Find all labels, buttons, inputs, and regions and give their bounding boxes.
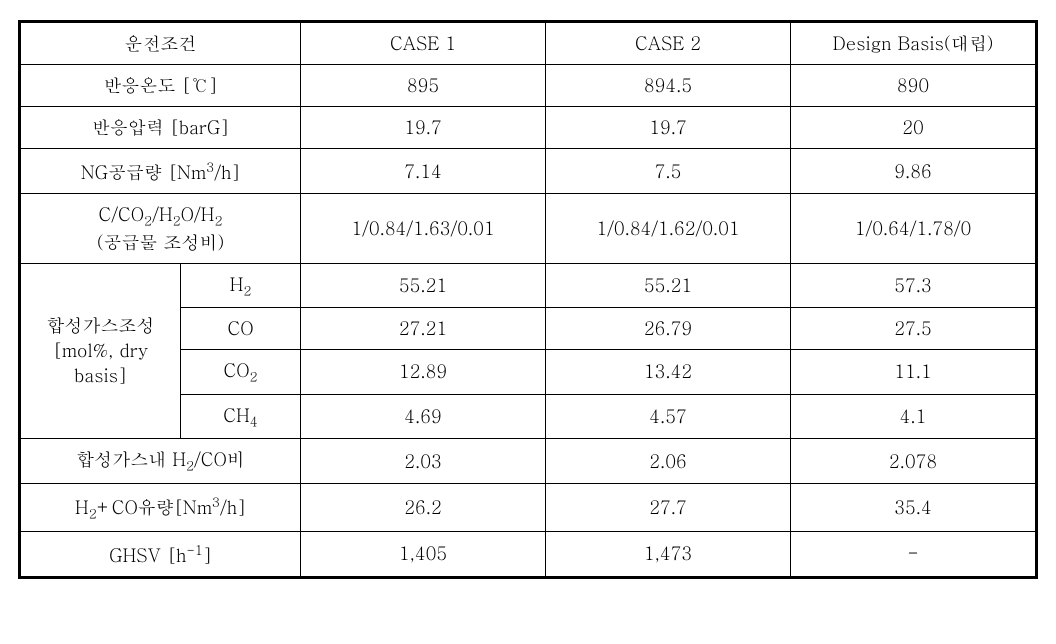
- text: CO: [223, 358, 249, 383]
- text: /h]: [214, 160, 240, 185]
- row-h2co-ratio: 합성가스내 H2/CO비 2.03 2.06 2.078: [21, 439, 1036, 484]
- text: basis]: [74, 363, 127, 388]
- cell: 11.1: [791, 350, 1036, 395]
- text: NG공급량 [Nm: [81, 160, 206, 185]
- label-co: CO: [181, 308, 301, 350]
- label-feed-ratio: C/CO2/H2O/H2 (공급물 조성비): [21, 194, 301, 264]
- row-reaction-temp: 반응온도 [℃] 895 894.5 890: [21, 65, 1036, 107]
- text: CH: [223, 403, 250, 428]
- cell: 2.06: [546, 439, 791, 484]
- label-ng-supply: NG공급량 [Nm3/h]: [21, 149, 301, 194]
- text: GHSV [h: [109, 543, 186, 568]
- text: (공급물 조성비): [97, 230, 225, 255]
- cell: 55.21: [546, 263, 791, 308]
- header-case1: CASE 1: [301, 23, 546, 65]
- text: O/H: [181, 202, 215, 227]
- cell: 7.5: [546, 149, 791, 194]
- row-ghsv: GHSV [h-1] 1,405 1,473 -: [21, 531, 1036, 576]
- row-h2co-flow: H2+CO유량[Nm3/h] 26.2 27.7 35.4: [21, 483, 1036, 531]
- cell: 57.3: [791, 263, 1036, 308]
- cell: 13.42: [546, 350, 791, 395]
- cell: 27.5: [791, 308, 1036, 350]
- cell: 1/0.84/1.63/0.01: [301, 194, 546, 264]
- row-feed-ratio: C/CO2/H2O/H2 (공급물 조성비) 1/0.84/1.63/0.01 …: [21, 194, 1036, 264]
- cell: 12.89: [301, 350, 546, 395]
- text: 합성가스내 H: [76, 447, 186, 472]
- cell: 27.7: [546, 483, 791, 531]
- cell: 26.79: [546, 308, 791, 350]
- text: ]: [203, 543, 212, 568]
- cell: 895: [301, 65, 546, 107]
- header-design: Design Basis(대립): [791, 23, 1036, 65]
- cell: 894.5: [546, 65, 791, 107]
- label-reaction-press: 반응압력 [barG]: [21, 107, 301, 149]
- row-syngas-h2: 합성가스조성 [mol%, dry basis] H2 55.21 55.21 …: [21, 263, 1036, 308]
- text: H: [230, 272, 244, 297]
- cell: 1/0.84/1.62/0.01: [546, 194, 791, 264]
- text: H: [75, 495, 89, 520]
- cell: 19.7: [546, 107, 791, 149]
- cell: 2.078: [791, 439, 1036, 484]
- row-reaction-press: 반응압력 [barG] 19.7 19.7 20: [21, 107, 1036, 149]
- label-h2co-ratio: 합성가스내 H2/CO비: [21, 439, 301, 484]
- label-syngas-group: 합성가스조성 [mol%, dry basis]: [21, 263, 181, 439]
- cell: 1,405: [301, 531, 546, 576]
- text: /H: [152, 202, 173, 227]
- label-ghsv: GHSV [h-1]: [21, 531, 301, 576]
- cell: -: [791, 531, 1036, 576]
- cell: 19.7: [301, 107, 546, 149]
- label-co2: CO2: [181, 350, 301, 395]
- row-ng-supply: NG공급량 [Nm3/h] 7.14 7.5 9.86: [21, 149, 1036, 194]
- text: +CO유량[Nm: [97, 495, 212, 520]
- label-h2co-flow: H2+CO유량[Nm3/h]: [21, 483, 301, 531]
- label-h2: H2: [181, 263, 301, 308]
- cell: 2.03: [301, 439, 546, 484]
- cell: 35.4: [791, 483, 1036, 531]
- text: 합성가스조성: [47, 313, 155, 338]
- reformer-conditions-table: 운전조건 CASE 1 CASE 2 Design Basis(대립) 반응온도…: [18, 20, 1038, 579]
- data-table: 운전조건 CASE 1 CASE 2 Design Basis(대립) 반응온도…: [20, 22, 1036, 577]
- text: C/CO: [99, 202, 145, 227]
- cell: 20: [791, 107, 1036, 149]
- label-reaction-temp: 반응온도 [℃]: [21, 65, 301, 107]
- cell: 1/0.64/1.78/0: [791, 194, 1036, 264]
- cell: 55.21: [301, 263, 546, 308]
- label-ch4: CH4: [181, 394, 301, 439]
- text: [mol%, dry: [53, 338, 148, 363]
- cell: 890: [791, 65, 1036, 107]
- cell: 7.14: [301, 149, 546, 194]
- table-header-row: 운전조건 CASE 1 CASE 2 Design Basis(대립): [21, 23, 1036, 65]
- cell: 1,473: [546, 531, 791, 576]
- cell: 4.69: [301, 394, 546, 439]
- cell: 26.2: [301, 483, 546, 531]
- header-condition: 운전조건: [21, 23, 301, 65]
- cell: 27.21: [301, 308, 546, 350]
- header-case2: CASE 2: [546, 23, 791, 65]
- cell: 9.86: [791, 149, 1036, 194]
- cell: 4.57: [546, 394, 791, 439]
- text: /h]: [220, 495, 246, 520]
- text: /CO비: [194, 447, 245, 472]
- cell: 4.1: [791, 394, 1036, 439]
